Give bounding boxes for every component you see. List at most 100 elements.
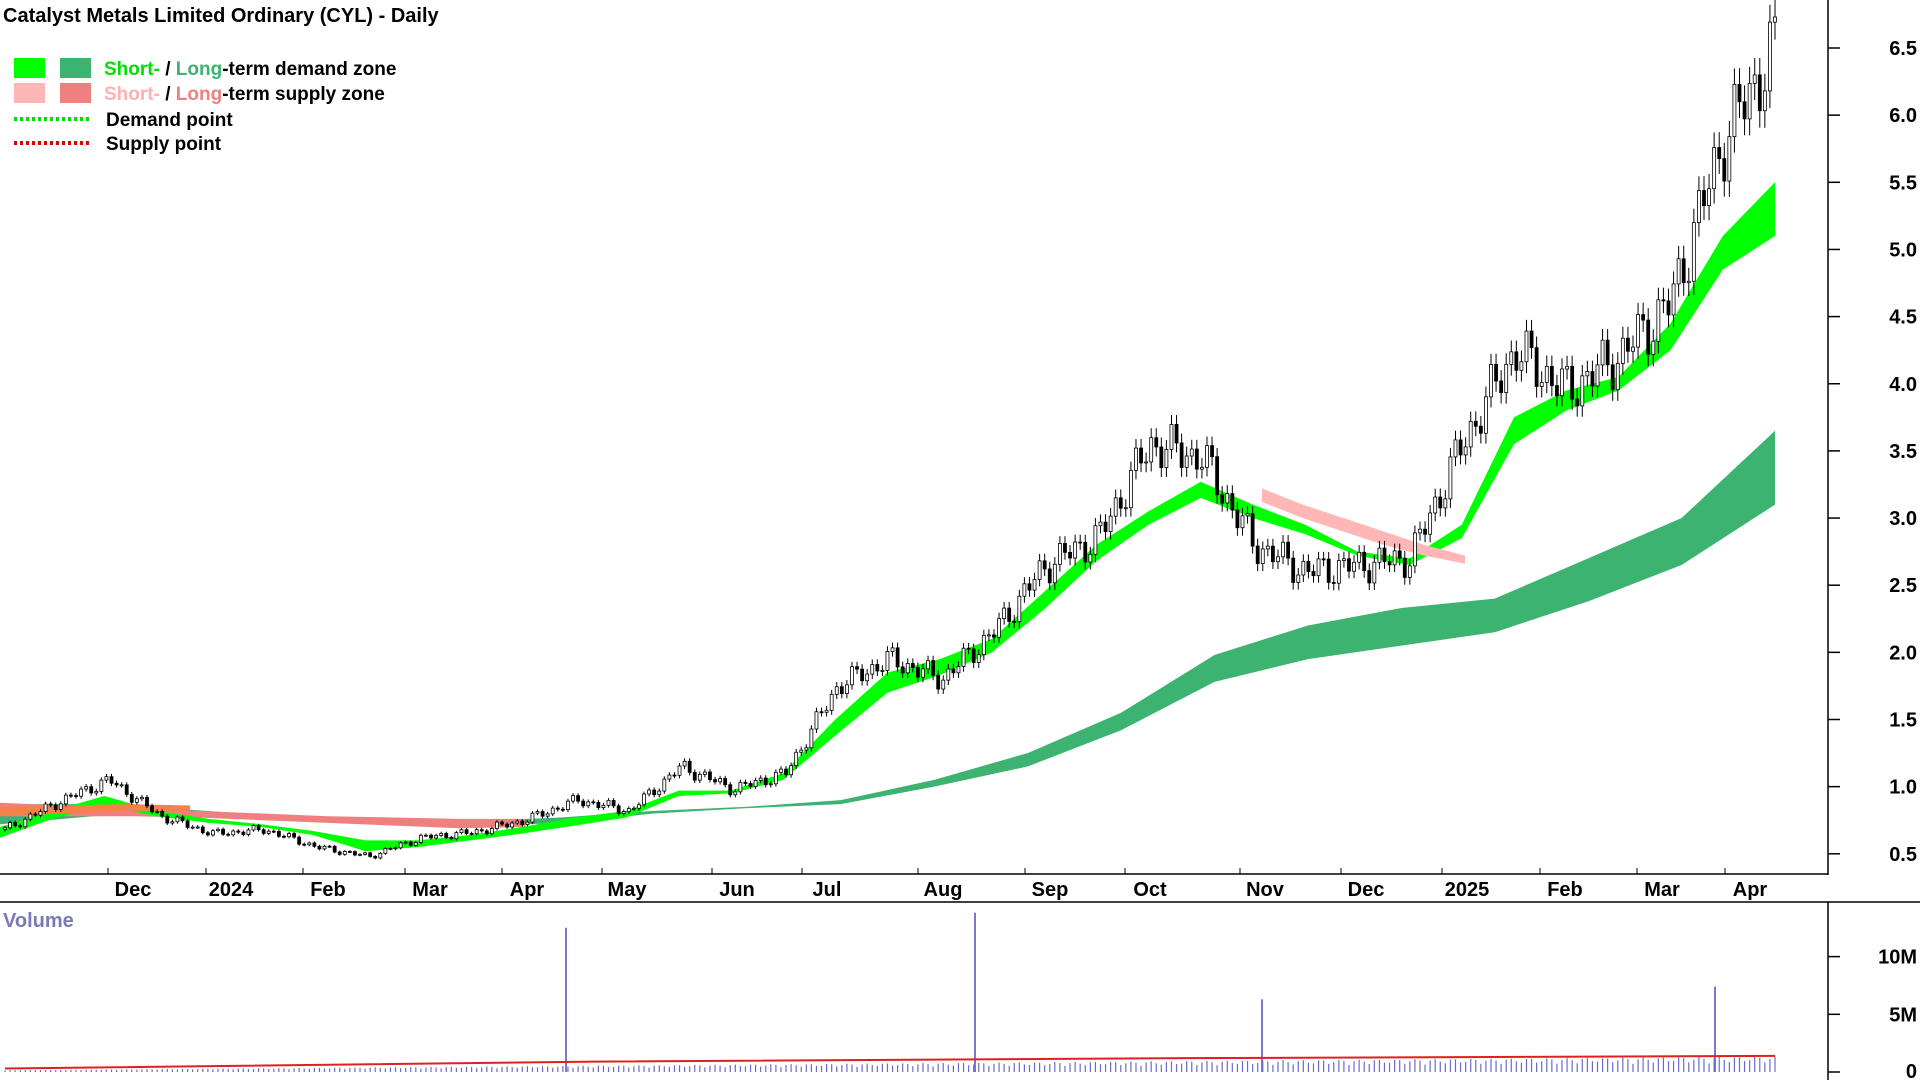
candle-body (510, 822, 515, 828)
candle-body (474, 829, 479, 835)
candle-body (804, 747, 809, 751)
candle-body (1362, 551, 1367, 572)
candle-body (1200, 466, 1204, 470)
candle-body (1443, 498, 1448, 509)
legend-swatch-long-demand (60, 58, 91, 78)
legend-supply-long: Long (176, 84, 222, 105)
candle-body (1301, 560, 1306, 576)
candle-body (312, 842, 317, 847)
candle-body (1022, 583, 1027, 597)
candle-body (1281, 541, 1285, 558)
candle-body (1316, 558, 1321, 577)
y-tick-label: 6.0 (1889, 105, 1917, 127)
candle-body (1489, 363, 1493, 398)
candle-body (616, 805, 621, 814)
candle-body (150, 805, 154, 813)
candle-body (1757, 74, 1762, 112)
candle-body (89, 786, 94, 794)
candle-body (1159, 446, 1164, 468)
candle-body (1534, 347, 1539, 387)
candle-body (748, 783, 753, 787)
candle-body (434, 835, 438, 839)
candle-body (1620, 337, 1625, 364)
candle-body (596, 801, 601, 809)
candle-body (109, 776, 114, 784)
candle-body (424, 834, 428, 837)
candle-body (155, 811, 160, 813)
candle-body (890, 647, 895, 652)
volume-average-line (4, 1054, 1776, 1070)
candle-body (1113, 497, 1118, 517)
candle-body (951, 668, 956, 674)
volume-layer (4, 912, 1776, 1072)
legend-supply-point: Supply point (106, 134, 222, 155)
candle-body (1428, 512, 1433, 535)
candle-body (358, 853, 362, 856)
candle-body (1073, 541, 1078, 559)
candle-body (393, 847, 398, 850)
candle-body (124, 784, 129, 795)
legend-demand-sep: / (160, 59, 176, 80)
candle-body (763, 777, 768, 786)
candle-body (495, 821, 499, 829)
candle-body (1164, 449, 1169, 468)
candle-body (1108, 515, 1113, 532)
candle-body (875, 664, 880, 672)
candle-body (342, 851, 347, 855)
candle-body (895, 647, 900, 668)
candle-body (1768, 21, 1772, 92)
chart-title: Catalyst Metals Limited Ordinary (CYL) -… (3, 5, 440, 27)
candle-body (637, 804, 641, 809)
candle-body (302, 843, 307, 846)
candle-body (540, 811, 545, 817)
x-tick-label: Mar (412, 879, 448, 901)
candle-body (865, 673, 870, 682)
candle-body (246, 829, 251, 835)
candle-body (271, 830, 276, 833)
candle-body (1722, 158, 1727, 182)
candle-body (733, 791, 738, 796)
candle-body (170, 821, 175, 824)
x-axis: Dec 2024 Feb Mar Apr May Jun Jul Aug Sep Oct Nov Dec… (107, 868, 1767, 901)
candle-body (1134, 447, 1138, 471)
candle-body (479, 829, 484, 832)
candle-body (454, 832, 459, 840)
candle-body (784, 768, 788, 776)
candle-body (1382, 547, 1387, 563)
legend-supply-short: Short- (104, 84, 160, 105)
candle-body (773, 771, 778, 785)
candle-body (3, 827, 7, 831)
candle-body (205, 832, 210, 836)
supply-overlap-zone (0, 804, 190, 817)
candle-body (844, 684, 849, 694)
candle-body (1012, 621, 1017, 623)
candle-body (84, 786, 89, 790)
candle-body (368, 852, 373, 857)
candle-body (1230, 493, 1235, 511)
candle-body (211, 830, 215, 836)
candle-body (307, 842, 312, 846)
candle-body (642, 793, 646, 806)
candle-body (53, 804, 58, 810)
candle-body (1468, 420, 1473, 448)
candle-body (814, 711, 819, 730)
candle-body (261, 829, 266, 834)
candle-body (1068, 551, 1072, 559)
candle-body (1220, 494, 1225, 504)
candle-body (1098, 521, 1103, 527)
candle-body (1027, 583, 1032, 591)
candle-body (13, 822, 18, 827)
candle-body (383, 848, 388, 854)
candle-body (738, 781, 743, 793)
candle-body (1139, 447, 1143, 464)
candle-body (1752, 74, 1757, 84)
candle-body (631, 807, 636, 810)
candle-body (1397, 550, 1402, 559)
candle-body (1595, 364, 1600, 387)
candle-body (1524, 330, 1529, 363)
candle-body (94, 790, 99, 794)
candle-body (1184, 455, 1189, 468)
candle-body (591, 801, 596, 804)
candle-body (79, 788, 83, 797)
candle-body (697, 774, 702, 781)
